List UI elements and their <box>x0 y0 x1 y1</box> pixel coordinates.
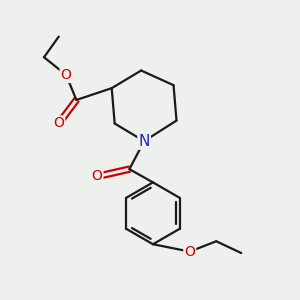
Text: N: N <box>138 134 150 149</box>
Text: O: O <box>92 169 102 184</box>
Text: O: O <box>53 116 64 130</box>
Text: O: O <box>61 68 71 82</box>
Text: O: O <box>184 244 195 259</box>
